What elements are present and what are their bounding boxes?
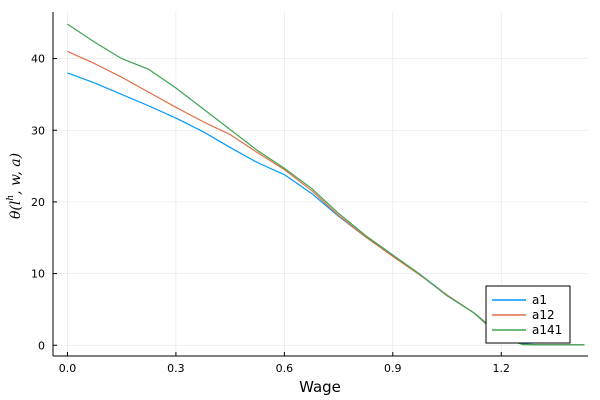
x-tick-label: 0.0 bbox=[59, 362, 77, 375]
y-axis-label: θ(lh, w, a) bbox=[6, 153, 24, 219]
y-tick-label: 0 bbox=[38, 339, 45, 352]
x-axis-label: Wage bbox=[299, 378, 341, 396]
y-tick-label: 10 bbox=[31, 268, 45, 281]
y-tick-label: 40 bbox=[31, 53, 45, 66]
x-tick-label: 0.9 bbox=[384, 362, 402, 375]
legend-label-a141: a141 bbox=[532, 323, 562, 337]
tick-labels: 0.0 0.3 0.6 0.9 1.2 0 10 20 30 40 bbox=[31, 53, 510, 375]
axes bbox=[52, 12, 588, 357]
legend-label-a1: a1 bbox=[532, 293, 547, 307]
x-tick-label: 0.3 bbox=[167, 362, 185, 375]
y-axis-label-var: l bbox=[8, 201, 24, 205]
legend: a1 a12 a141 bbox=[485, 285, 571, 344]
legend-label-a12: a12 bbox=[532, 308, 555, 322]
tick-marks bbox=[53, 58, 502, 356]
y-axis-label-sup: h bbox=[6, 195, 16, 201]
x-tick-label: 1.2 bbox=[492, 362, 510, 375]
y-axis-label-prefix: θ( bbox=[8, 205, 24, 219]
y-tick-label: 20 bbox=[31, 196, 45, 209]
grid bbox=[53, 12, 588, 356]
x-tick-label: 0.6 bbox=[276, 362, 294, 375]
y-tick-label: 30 bbox=[31, 124, 45, 137]
y-axis-label-suffix: , w, a) bbox=[8, 153, 24, 195]
